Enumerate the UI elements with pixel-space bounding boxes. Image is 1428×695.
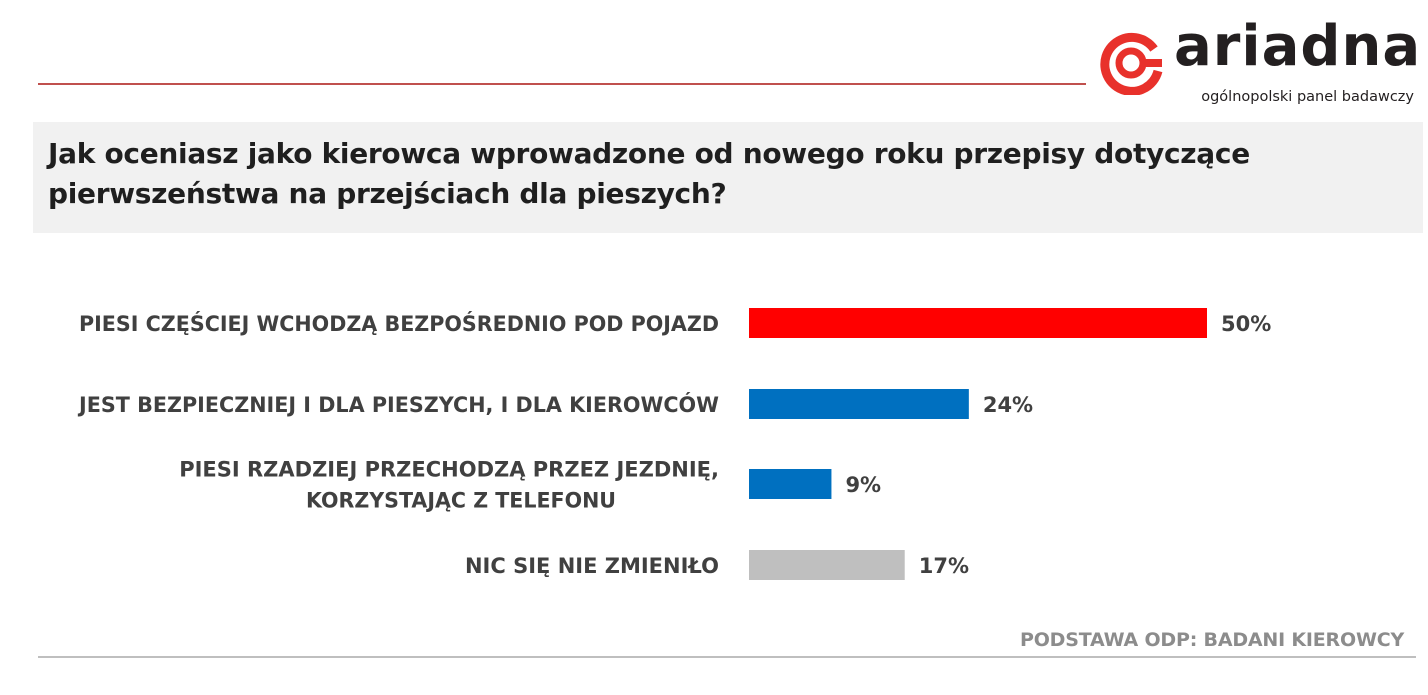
header-rule: [38, 83, 1086, 85]
value-label-4: 17%: [919, 554, 969, 578]
bar-4: [749, 550, 905, 580]
category-label-2: JEST BEZPIECZNIEJ I DLA PIESZYCH, I DLA …: [77, 392, 719, 417]
bar-3: [749, 469, 832, 499]
category-label-4: NIC SIĘ NIE ZMIENIŁO: [465, 554, 719, 578]
value-label-1: 50%: [1221, 312, 1271, 336]
brand-tagline: ogólnopolski panel badawczy: [1201, 89, 1414, 105]
category-label-3-line-2: KORZYSTAJĄC Z TELEFONU: [306, 489, 616, 513]
question-panel: Jak oceniasz jako kierowca wprowadzone o…: [33, 122, 1423, 233]
footer-rule: [38, 656, 1416, 658]
survey-question: Jak oceniasz jako kierowca wprowadzone o…: [48, 137, 1250, 210]
brand-name: ariadna: [1174, 14, 1422, 79]
bar-1: [749, 308, 1207, 338]
ariadna-logo: ariadna ogólnopolski panel badawczy: [1098, 14, 1420, 110]
category-label-3-line-1: PIESI RZADZIEJ PRZECHODZĄ PRZEZ JEZDNIĘ,: [179, 458, 719, 482]
bar-2: [749, 389, 969, 419]
category-label-1: PIESI CZĘŚCIEJ WCHODZĄ BEZPOŚREDNIO POD …: [79, 311, 719, 336]
base-footnote: PODSTAWA ODP: BADANI KIEROWCY: [1019, 629, 1404, 651]
value-label-3: 9%: [845, 473, 881, 497]
ariadna-logo-mark-icon: [1100, 32, 1163, 95]
value-label-2: 24%: [983, 393, 1033, 417]
